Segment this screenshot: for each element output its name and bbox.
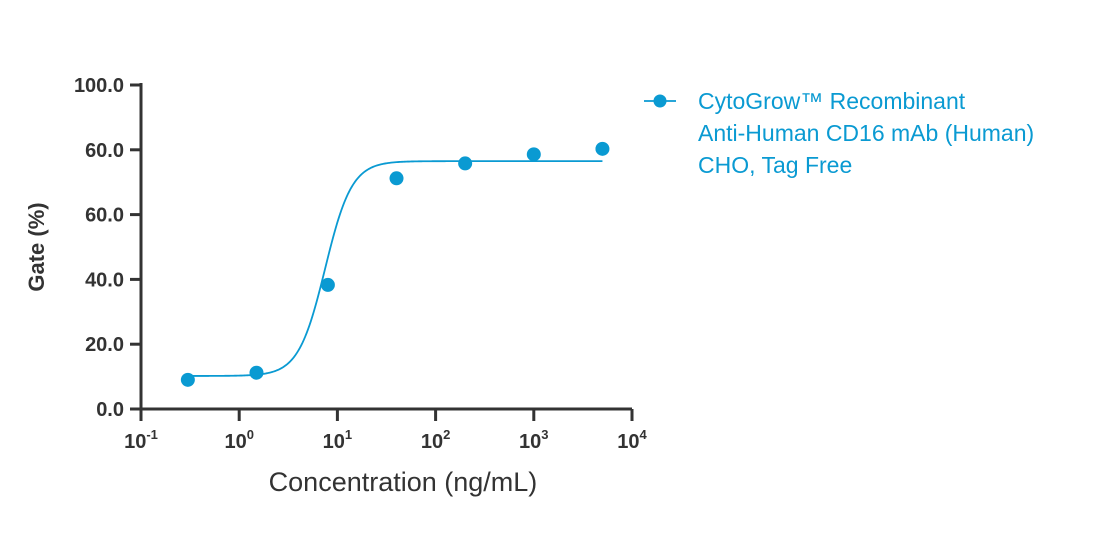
y-tick-label: 60.0 (85, 205, 124, 227)
legend-label-line-2: Anti-Human CD16 mAb (Human) (698, 120, 1034, 146)
fit-curve (187, 160, 603, 377)
y-tick-label: 0.0 (96, 399, 124, 421)
data-point (458, 156, 473, 171)
legend-label-line-1: CytoGrow™ Recombinant (698, 88, 966, 114)
x-axis-label: Concentration (ng/mL) (269, 467, 538, 497)
data-point (595, 141, 610, 156)
y-ticks: 100.0 60.0 60.0 40.0 20.0 0.0 (74, 75, 141, 421)
x-tick-label: 103 (519, 427, 548, 453)
legend: CytoGrow™ Recombinant Anti-Human CD16 mA… (644, 88, 1034, 178)
x-tick-label: 10-1 (124, 427, 158, 453)
y-tick-label: 60.0 (85, 140, 124, 162)
data-points (180, 141, 610, 387)
x-tick-label: 104 (617, 427, 647, 453)
x-tick-label: 102 (421, 427, 450, 453)
x-tick-label: 101 (323, 427, 352, 453)
x-tick-label: 100 (224, 427, 253, 453)
y-axis-label: Gate (%) (24, 202, 49, 291)
y-tick-label: 40.0 (85, 269, 124, 291)
data-point (249, 365, 264, 380)
legend-dot-marker (653, 94, 667, 108)
data-point (180, 372, 195, 387)
y-tick-label: 100.0 (74, 75, 124, 97)
y-tick-label: 20.0 (85, 334, 124, 356)
legend-label-line-3: CHO, Tag Free (698, 152, 852, 178)
data-point (389, 171, 404, 186)
x-ticks: 10-1 100 101 102 103 104 (124, 409, 648, 453)
data-point (320, 277, 335, 292)
data-point (526, 147, 541, 162)
